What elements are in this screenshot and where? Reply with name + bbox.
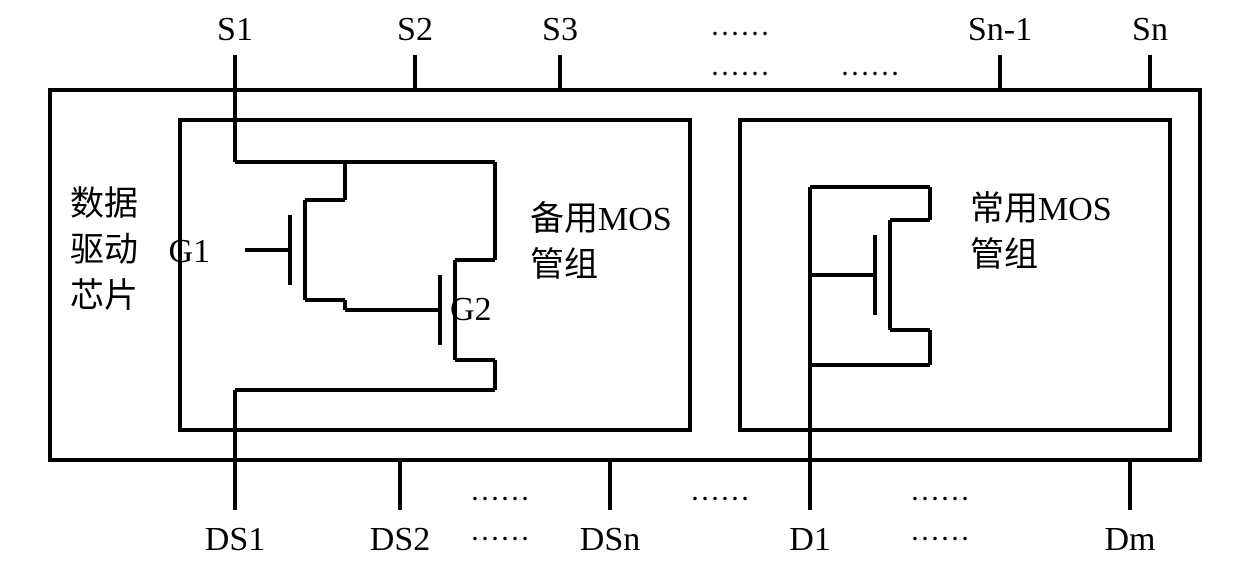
bottom-pin-label-4: Dm [1105,521,1156,558]
bottom-pin-label-0: DS1 [205,521,265,558]
top-pin-label-0: S1 [217,11,253,48]
spare-mos-box [180,120,690,430]
common-group-label-line-1: 管组 [970,236,1038,274]
top-pin-label-2: S3 [542,11,578,48]
top-pin-label-1: S2 [397,11,433,48]
top-ellipsis-1: …… [710,49,770,82]
bottom-ellipsis-0: …… [470,474,530,507]
mos2-gate-label: G2 [450,291,492,328]
top-ellipsis-2: …… [840,49,900,82]
driver-chip-label-line-1: 驱动 [70,232,138,269]
bottom-pin-label-2: DSn [580,521,640,558]
bottom-pin-label-3: D1 [789,521,831,558]
outer-chip-box [50,90,1200,460]
top-pin-label-3: Sn-1 [968,11,1032,48]
bottom-pin-label-1: DS2 [370,521,430,558]
common-mos-box [740,120,1170,430]
spare-group-label-line-0: 备用MOS [530,200,672,238]
driver-chip-label-line-0: 数据 [70,185,138,223]
top-pin-label-4: Sn [1132,11,1168,48]
bottom-ellipsis-4: …… [910,514,970,547]
bottom-ellipsis-2: …… [690,474,750,507]
common-group-label-line-0: 常用MOS [970,191,1112,228]
spare-group-label-line-1: 管组 [530,246,598,284]
mos1-gate-label: G1 [168,233,210,270]
bottom-ellipsis-3: …… [910,474,970,507]
bottom-ellipsis-1: …… [470,514,530,547]
top-ellipsis-0: …… [710,9,770,42]
driver-chip-label-line-2: 芯片 [70,277,138,315]
